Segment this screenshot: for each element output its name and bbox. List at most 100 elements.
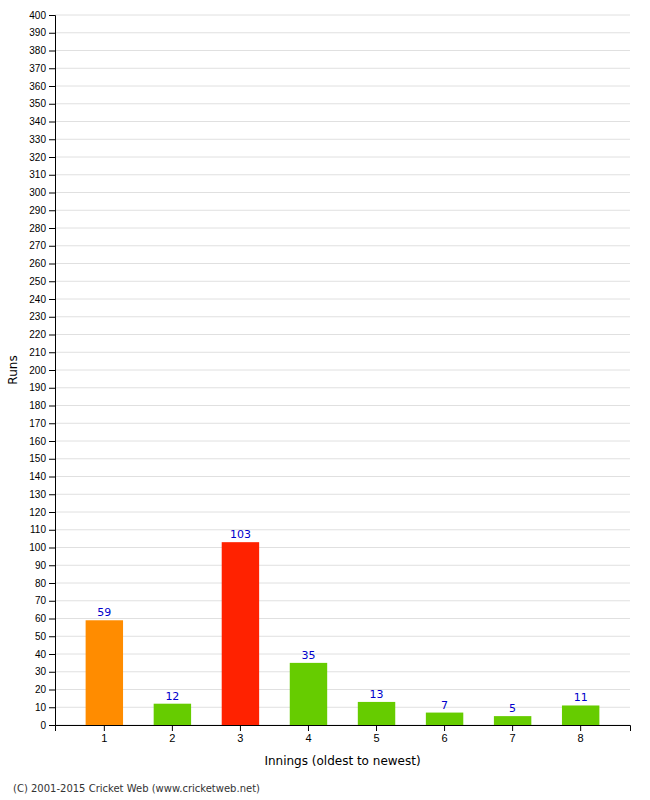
y-tick-label: 60 bbox=[35, 613, 47, 624]
y-tick: 300 bbox=[29, 187, 55, 198]
y-tick-label: 40 bbox=[35, 649, 47, 660]
data-label: 12 bbox=[165, 690, 179, 703]
grid-line bbox=[55, 103, 630, 104]
x-tick: 5 bbox=[373, 725, 379, 744]
x-tick-label: 4 bbox=[305, 732, 311, 744]
y-tick-label: 50 bbox=[35, 631, 47, 642]
y-tick-mark bbox=[49, 264, 55, 265]
y-tick-mark bbox=[49, 459, 55, 460]
y-tick: 80 bbox=[35, 578, 55, 589]
data-label: 5 bbox=[509, 702, 516, 715]
bar bbox=[358, 702, 395, 725]
data-label: 103 bbox=[230, 528, 251, 541]
y-tick-mark bbox=[49, 619, 55, 620]
y-tick: 210 bbox=[29, 347, 55, 358]
grid-line bbox=[55, 405, 630, 406]
bars bbox=[86, 542, 600, 725]
grid-line bbox=[55, 441, 630, 442]
y-tick-mark bbox=[49, 530, 55, 531]
y-tick-label: 280 bbox=[29, 223, 46, 234]
y-tick: 270 bbox=[29, 240, 55, 251]
y-tick-mark bbox=[49, 477, 55, 478]
x-tick-label: 1 bbox=[101, 732, 107, 744]
y-tick: 400 bbox=[29, 10, 55, 21]
grid-line bbox=[55, 618, 630, 619]
x-tick: 1 bbox=[101, 725, 107, 744]
y-tick: 380 bbox=[29, 45, 55, 56]
x-tick: 8 bbox=[578, 725, 584, 744]
grid-line bbox=[55, 192, 630, 193]
y-tick-mark bbox=[49, 548, 55, 549]
x-tick-label: 3 bbox=[237, 732, 243, 744]
grid-line bbox=[55, 636, 630, 637]
y-tick-label: 350 bbox=[29, 98, 46, 109]
y-tick-label: 390 bbox=[29, 27, 46, 38]
grid-line bbox=[55, 512, 630, 513]
y-tick-mark bbox=[49, 406, 55, 407]
y-tick-label: 160 bbox=[29, 436, 46, 447]
y-tick-label: 200 bbox=[29, 365, 46, 376]
y-tick-mark bbox=[49, 104, 55, 105]
grid-line bbox=[55, 245, 630, 246]
x-axis-title: Innings (oldest to newest) bbox=[264, 754, 420, 768]
y-tick-label: 380 bbox=[29, 45, 46, 56]
y-tick-label: 360 bbox=[29, 81, 46, 92]
y-tick-mark bbox=[49, 281, 55, 282]
y-tick-label: 130 bbox=[29, 489, 46, 500]
grid-line bbox=[55, 565, 630, 566]
y-tick-mark bbox=[49, 68, 55, 69]
y-tick-label: 170 bbox=[29, 418, 46, 429]
y-tick-mark bbox=[49, 86, 55, 87]
grid-line bbox=[55, 458, 630, 459]
y-tick-label: 240 bbox=[29, 294, 46, 305]
x-tick-label: 2 bbox=[169, 732, 175, 744]
x-tick-label: 8 bbox=[578, 732, 584, 744]
x-tick-mark bbox=[172, 725, 173, 731]
data-label: 13 bbox=[370, 688, 384, 701]
y-tick-mark bbox=[49, 565, 55, 566]
y-tick-label: 10 bbox=[35, 702, 47, 713]
y-tick-mark bbox=[49, 122, 55, 123]
x-tick: 7 bbox=[510, 725, 516, 744]
grid-line bbox=[55, 157, 630, 158]
y-tick-label: 30 bbox=[35, 666, 47, 677]
y-tick-label: 20 bbox=[35, 684, 47, 695]
x-tick-mark bbox=[104, 725, 105, 731]
y-axis: 0102030405060708090100110120130140150160… bbox=[29, 10, 55, 731]
grid-line bbox=[55, 15, 630, 16]
grid-line bbox=[55, 707, 630, 708]
grid bbox=[55, 15, 630, 725]
y-tick: 180 bbox=[29, 400, 55, 411]
y-tick: 290 bbox=[29, 205, 55, 216]
grid-line bbox=[55, 281, 630, 282]
y-tick-label: 100 bbox=[29, 542, 46, 553]
y-tick: 190 bbox=[29, 382, 55, 393]
y-tick-mark bbox=[49, 299, 55, 300]
grid-line bbox=[55, 494, 630, 495]
grid-line bbox=[55, 529, 630, 530]
x-axis: 12345678 bbox=[56, 725, 631, 744]
data-label: 35 bbox=[301, 649, 315, 662]
y-tick: 170 bbox=[29, 418, 55, 429]
y-tick-label: 90 bbox=[35, 560, 47, 571]
y-tick: 340 bbox=[29, 116, 55, 127]
data-label: 59 bbox=[97, 606, 111, 619]
grid-line bbox=[55, 370, 630, 371]
y-tick-label: 220 bbox=[29, 329, 46, 340]
grid-line bbox=[55, 121, 630, 122]
y-tick-label: 140 bbox=[29, 471, 46, 482]
y-tick-mark bbox=[49, 601, 55, 602]
bar bbox=[86, 620, 123, 725]
grid-line bbox=[55, 316, 630, 317]
y-tick-label: 190 bbox=[29, 382, 46, 393]
y-tick: 240 bbox=[29, 294, 55, 305]
y-tick-mark bbox=[49, 370, 55, 371]
y-tick-label: 260 bbox=[29, 258, 46, 269]
y-tick-mark bbox=[49, 51, 55, 52]
y-tick-label: 110 bbox=[30, 524, 46, 535]
y-tick-mark bbox=[49, 690, 55, 691]
x-tick: 3 bbox=[237, 725, 243, 744]
grid-line bbox=[55, 387, 630, 388]
y-tick: 260 bbox=[29, 258, 55, 269]
y-tick-label: 330 bbox=[29, 134, 46, 145]
